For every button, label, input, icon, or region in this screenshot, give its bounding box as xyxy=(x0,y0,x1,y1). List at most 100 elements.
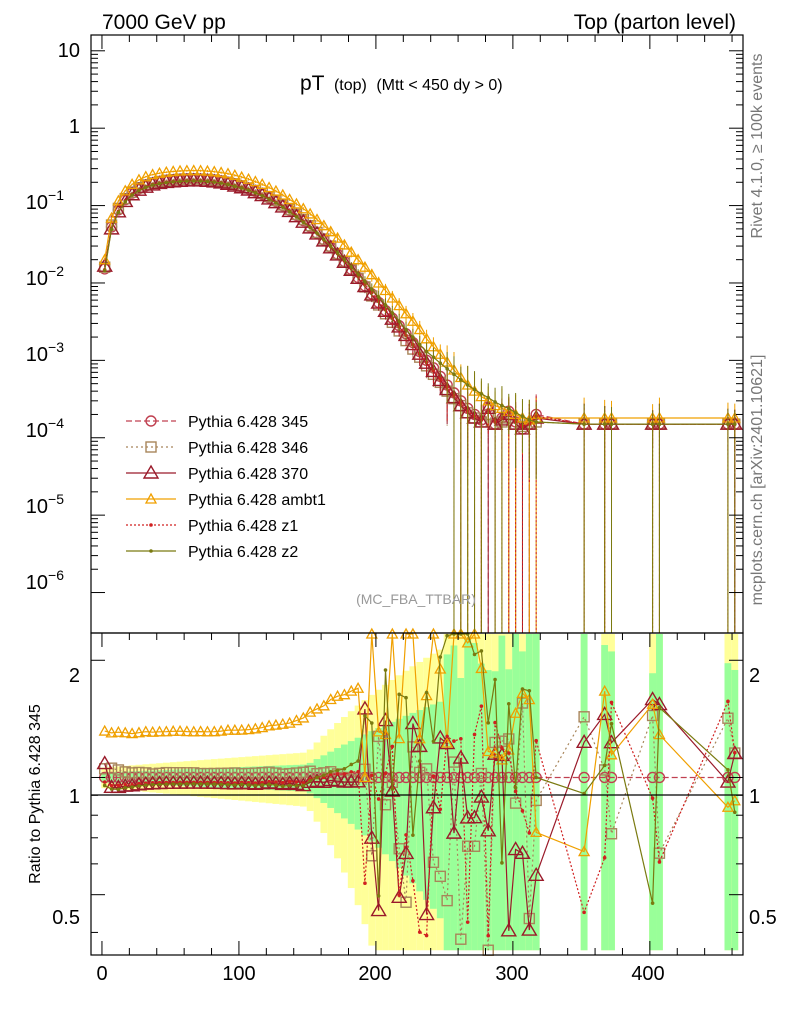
ratio-point xyxy=(482,745,495,757)
ratio-right-label-1: 1 xyxy=(749,786,760,808)
main-line-0 xyxy=(104,179,735,430)
y-tick-label-1e-3: 10−3 xyxy=(26,339,64,366)
ratio-point xyxy=(235,723,248,735)
series-layer xyxy=(96,164,743,956)
data-point xyxy=(379,284,392,296)
data-point xyxy=(411,335,415,339)
data-point xyxy=(527,418,532,422)
ratio-point xyxy=(598,684,611,696)
ratio-point xyxy=(732,750,737,755)
ratio-point xyxy=(390,787,395,791)
ratio-point xyxy=(441,771,453,784)
ratio-point xyxy=(335,772,340,776)
data-point xyxy=(235,170,248,182)
ratio-point xyxy=(185,782,189,786)
band-green xyxy=(423,707,431,900)
data-point xyxy=(290,197,303,209)
legend-label: Pythia 6.428 z1 xyxy=(188,518,298,535)
data-point xyxy=(262,181,276,193)
data-point xyxy=(276,188,289,200)
ratio-point xyxy=(201,767,214,780)
data-point xyxy=(301,219,319,234)
ratio-point xyxy=(372,725,385,737)
ratio-point xyxy=(377,712,394,727)
ratio-point xyxy=(105,726,118,738)
main-line-1 xyxy=(104,178,735,428)
ratio-point xyxy=(174,767,186,779)
ratio-point xyxy=(146,768,159,780)
legend-entry-0: Pythia 6.428 345 xyxy=(126,414,308,431)
band-green xyxy=(649,673,657,951)
ratio-point xyxy=(178,782,182,786)
ratio-point xyxy=(180,725,193,737)
ratio-point xyxy=(468,840,481,852)
data-point xyxy=(117,193,134,208)
data-point xyxy=(465,383,470,387)
ratio-point xyxy=(328,769,333,774)
y-tick-label-1e-5: 10−5 xyxy=(26,491,64,518)
band-green xyxy=(464,638,472,951)
ratio-point xyxy=(719,773,737,788)
ratio-point xyxy=(506,751,511,755)
data-point xyxy=(205,179,210,184)
ratio-point xyxy=(578,845,591,857)
data-point xyxy=(336,253,353,268)
data-point xyxy=(322,239,339,254)
ratio-point xyxy=(132,726,146,738)
ratio-point xyxy=(578,711,590,723)
ratio-point xyxy=(356,759,360,763)
ratio-point xyxy=(390,744,395,749)
ratio-point xyxy=(650,901,655,905)
ratio-point xyxy=(520,809,525,813)
ratio-point xyxy=(479,649,484,653)
ratio-point xyxy=(274,783,278,787)
ratio-point xyxy=(164,782,169,786)
band-green xyxy=(382,724,389,855)
data-point xyxy=(445,366,449,371)
ratio-point xyxy=(578,771,590,784)
band-green xyxy=(395,718,403,869)
ratio-point xyxy=(598,771,611,784)
ratio-point xyxy=(160,725,173,737)
ratio-point xyxy=(119,726,132,738)
ratio-point xyxy=(188,767,200,779)
ratio-point xyxy=(167,724,180,736)
ratio-point xyxy=(404,715,422,730)
ratio-point xyxy=(605,771,618,784)
data-point xyxy=(194,164,207,176)
ratio-point xyxy=(418,906,435,921)
ratio-point xyxy=(420,763,433,775)
ratio-point xyxy=(455,933,467,945)
ratio-point xyxy=(358,770,372,782)
data-point xyxy=(308,225,326,240)
ratio-point xyxy=(520,687,525,691)
header-right: Top (parton level) xyxy=(574,11,736,34)
ratio-point xyxy=(575,733,593,749)
ratio-point xyxy=(112,764,125,776)
ratio-point xyxy=(294,783,299,788)
ratio-point xyxy=(432,729,449,744)
main-line-4 xyxy=(104,179,735,428)
legend-marker xyxy=(142,464,160,479)
data-point xyxy=(280,205,285,210)
ratio-point xyxy=(315,775,319,780)
data-point xyxy=(386,291,399,303)
ratio-point xyxy=(342,767,347,771)
data-point xyxy=(365,268,378,280)
mcplots-source-label: mcplots.cern.ch [arXiv:2401.10621] xyxy=(749,355,766,606)
ratio-point xyxy=(260,783,265,787)
data-point xyxy=(260,193,265,198)
legend-label: Pythia 6.428 345 xyxy=(188,414,308,431)
data-point xyxy=(342,257,347,262)
ratio-point xyxy=(646,771,659,784)
ratio-point xyxy=(276,717,289,729)
data-point xyxy=(191,179,196,183)
data-point xyxy=(609,422,614,426)
series-5 xyxy=(102,179,737,633)
ratio-point xyxy=(167,767,179,779)
legend-marker xyxy=(145,441,157,453)
data-point xyxy=(226,182,230,187)
ratio-point xyxy=(404,833,408,837)
ratio-point xyxy=(349,762,354,767)
data-point xyxy=(349,264,354,269)
